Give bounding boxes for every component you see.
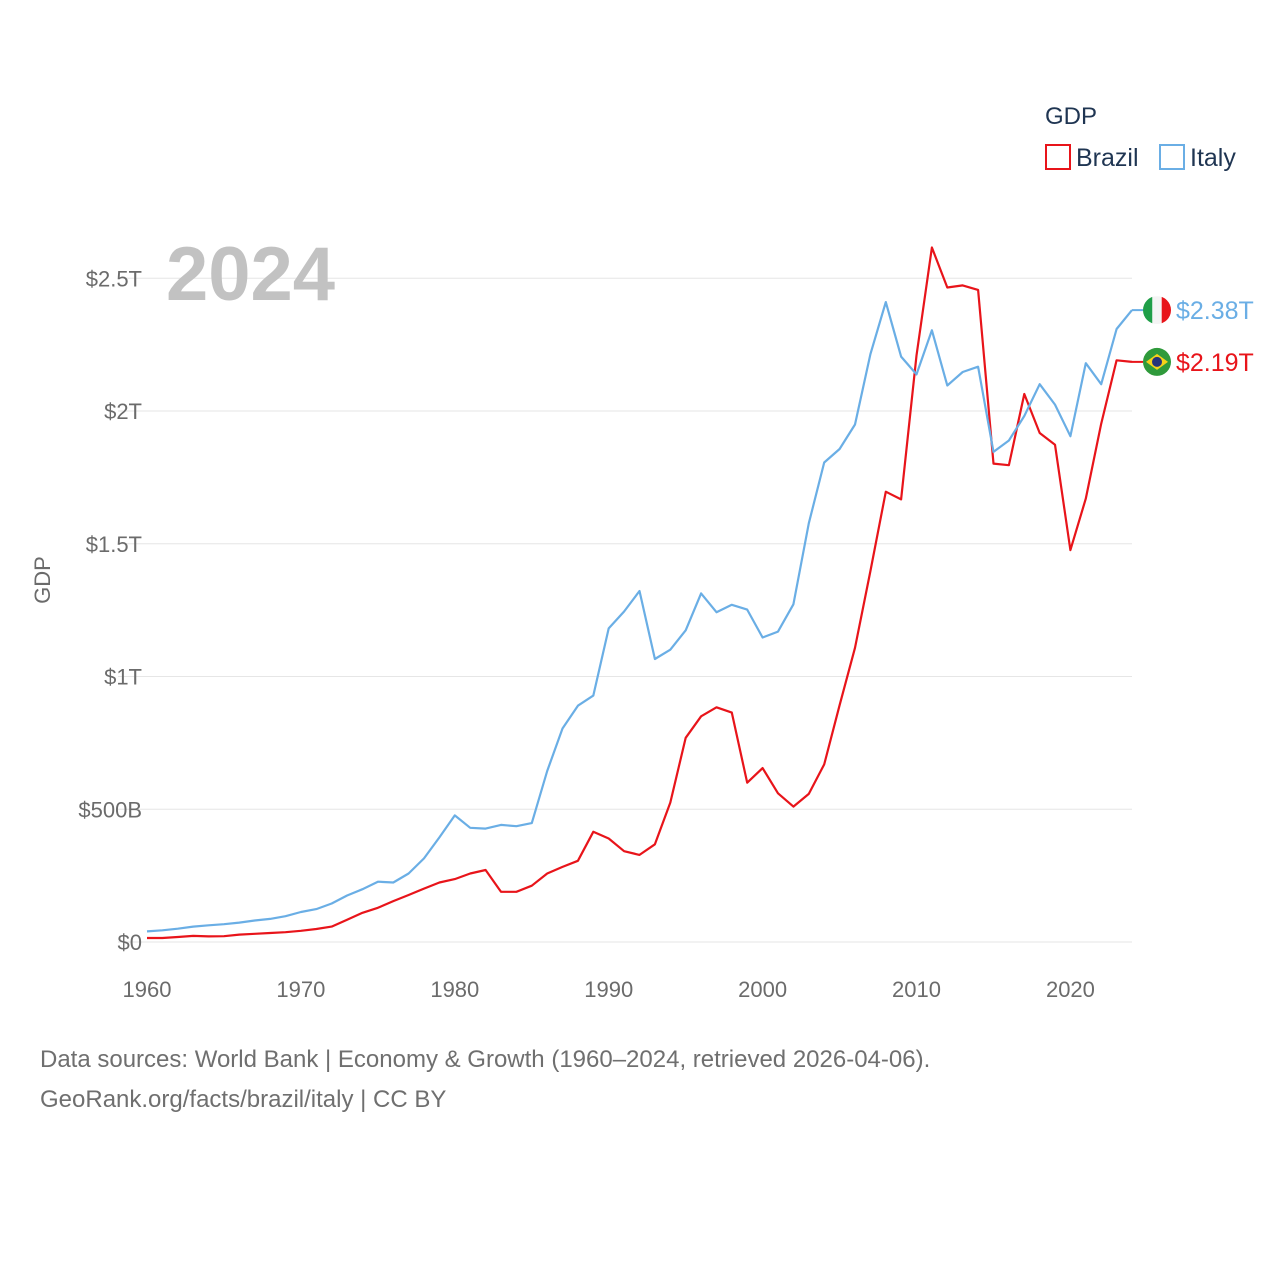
- data-sources-text: Data sources: World Bank | Economy & Gro…: [40, 1046, 931, 1073]
- attribution-link[interactable]: GeoRank.org/facts/brazil/italy | CC BY: [40, 1086, 447, 1113]
- end-value-label-brazil: $2.19T: [1176, 349, 1254, 377]
- current-year-label: 2024: [166, 232, 335, 317]
- y-tick-label: $2T: [104, 399, 142, 424]
- series-line-brazil: [147, 246, 1133, 940]
- x-tick-label: 1980: [430, 977, 479, 1002]
- legend-item-brazil[interactable]: Brazil: [1045, 144, 1139, 172]
- series-end-markers: $2.19T $2.38T: [1132, 296, 1254, 377]
- italy-flag-icon: [1143, 296, 1171, 325]
- series-lines: [146, 246, 1133, 940]
- x-tick-label: 1990: [584, 977, 633, 1002]
- legend-swatch-italy: [1159, 144, 1185, 170]
- y-axis-ticks: $0 $500B $1T $1.5T $2T $2.5T: [78, 266, 142, 955]
- end-value-label-italy: $2.38T: [1176, 297, 1254, 325]
- legend-label-italy: Italy: [1190, 144, 1236, 172]
- legend: GDP Brazil Italy: [1045, 103, 1236, 172]
- x-tick-label: 1970: [276, 977, 325, 1002]
- x-tick-label: 1960: [123, 977, 172, 1002]
- y-tick-label: $1T: [104, 665, 142, 690]
- footer: Data sources: World Bank | Economy & Gro…: [40, 1040, 930, 1120]
- y-tick-label: $2.5T: [86, 266, 142, 291]
- x-tick-label: 2000: [738, 977, 787, 1002]
- y-tick-label: $0: [118, 930, 142, 955]
- legend-label-brazil: Brazil: [1076, 144, 1139, 172]
- x-tick-label: 2020: [1046, 977, 1095, 1002]
- y-tick-label: $1.5T: [86, 532, 142, 557]
- legend-item-italy[interactable]: Italy: [1159, 144, 1236, 172]
- series-line-italy: [146, 301, 1133, 933]
- y-tick-label: $500B: [78, 797, 142, 822]
- gdp-line-chart: $0 $500B $1T $1.5T $2T $2.5T 1960 1970 1980 1990…: [30, 103, 1254, 1002]
- y-axis-title: GDP: [30, 556, 55, 604]
- gridlines: [118, 277, 1132, 943]
- brazil-flag-icon: [1143, 347, 1171, 376]
- legend-title: GDP: [1045, 103, 1097, 130]
- x-axis-ticks: 1960 1970 1980 1990 2000 2010 2020: [123, 977, 1095, 1002]
- legend-swatch-brazil: [1045, 144, 1071, 170]
- x-tick-label: 2010: [892, 977, 941, 1002]
